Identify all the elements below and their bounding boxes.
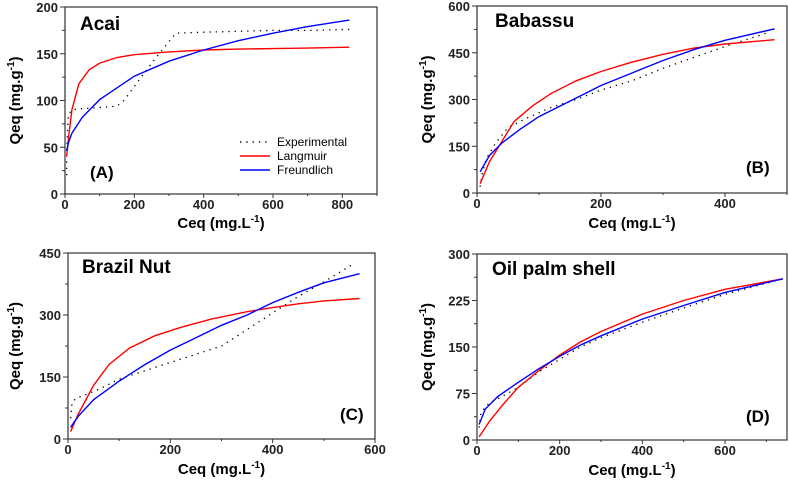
x-axis-label-sup: -1 [251, 460, 260, 471]
x-tick-label: 0 [61, 197, 68, 212]
y-tick-label: 100 [36, 94, 58, 109]
panel-title: Acai [80, 14, 120, 35]
x-axis-label: Ceq (mg.L-1) [588, 461, 675, 479]
x-tick-label: 400 [262, 442, 284, 457]
x-tick-label: 400 [714, 196, 736, 211]
x-tick-label: 400 [193, 197, 215, 212]
x-axis-label-end: ) [260, 215, 265, 232]
y-tick-label: 150 [448, 139, 470, 154]
legend-label-langmuir: Langmuir [277, 149, 327, 163]
x-axis-label-text: Ceq (mg.L [177, 215, 250, 232]
x-axis-label-text: Ceq (mg.L [178, 461, 251, 478]
y-tick-label: 225 [448, 294, 470, 309]
y-axis-label: Qeq (mg.g-1) [6, 56, 24, 144]
y-tick-label: 200 [36, 0, 58, 15]
panel-title: Babassu [495, 11, 574, 32]
panel-label: (D) [746, 407, 770, 426]
series-freundlich [66, 19, 350, 152]
series-langmuir [479, 39, 775, 184]
y-axis-label-text: Qeq (mg.g [7, 316, 24, 390]
y-axis-label-end: ) [419, 55, 436, 60]
y-tick-label: 50 [44, 140, 58, 155]
series-experimental [479, 31, 769, 187]
y-tick-label: 150 [39, 370, 61, 385]
series-experimental [478, 278, 784, 428]
x-axis-label-text: Ceq (mg.L [588, 215, 661, 232]
x-axis-label-end: ) [671, 215, 676, 232]
series-freundlich [478, 278, 784, 425]
y-tick-label: 0 [463, 433, 470, 448]
y-tick-label: 150 [448, 340, 470, 355]
x-tick-label: 600 [364, 442, 386, 457]
x-axis-label-sup: -1 [662, 461, 671, 472]
x-axis-label-sup: -1 [251, 214, 260, 225]
y-tick-label: 0 [463, 186, 470, 201]
y-axis-label-end: ) [419, 303, 436, 308]
y-tick-label: 300 [448, 93, 470, 108]
series-experimental [66, 28, 350, 176]
y-axis-label-text: Qeq (mg.g [419, 69, 436, 143]
y-tick-label: 450 [39, 246, 61, 261]
y-tick-label: 450 [448, 46, 470, 61]
y-tick-label: 600 [448, 0, 470, 14]
plot-frame [476, 253, 788, 441]
y-tick-label: 0 [54, 432, 61, 447]
y-axis-label: Qeq (mg.g-1) [6, 302, 24, 390]
y-axis-label: Qeq (mg.g-1) [418, 55, 436, 143]
series-freundlich [70, 273, 360, 428]
y-axis-label-end: ) [7, 302, 24, 307]
legend-label-experimental: Experimental [277, 135, 347, 149]
x-axis-label-end: ) [671, 462, 676, 479]
y-tick-label: 150 [36, 47, 58, 62]
y-tick-label: 0 [51, 187, 58, 202]
y-axis-label-sup: -1 [418, 308, 429, 317]
panel-title: Oil palm shell [492, 259, 616, 280]
x-tick-label: 200 [159, 442, 181, 457]
x-tick-label: 0 [473, 196, 480, 211]
series-langmuir [66, 46, 350, 157]
x-tick-label: 0 [473, 443, 480, 458]
y-axis-label-sup: -1 [6, 307, 17, 316]
x-tick-label: 600 [262, 197, 284, 212]
x-tick-label: 200 [123, 197, 145, 212]
x-tick-label: 200 [549, 443, 571, 458]
x-tick-label: 400 [631, 443, 653, 458]
y-tick-label: 75 [456, 387, 470, 402]
y-axis-label-end: ) [7, 56, 24, 61]
legend-label-freundlich: Freundlich [277, 163, 333, 177]
x-tick-label: 0 [64, 442, 71, 457]
y-axis-label-sup: -1 [6, 61, 17, 70]
x-axis-label-text: Ceq (mg.L [588, 462, 661, 479]
panel-title: Brazil Nut [82, 257, 171, 278]
plot-frame [476, 5, 788, 194]
y-axis-label-text: Qeq (mg.g [7, 70, 24, 144]
x-tick-label: 600 [714, 443, 736, 458]
x-tick-label: 200 [590, 196, 612, 211]
panel-label: (A) [90, 163, 114, 182]
x-axis-label-sup: -1 [662, 214, 671, 225]
y-axis-label: Qeq (mg.g-1) [418, 303, 436, 391]
y-tick-label: 300 [39, 308, 61, 323]
panel-label: (C) [340, 405, 364, 424]
series-langmuir [478, 278, 784, 438]
y-tick-label: 300 [448, 247, 470, 262]
x-axis-label: Ceq (mg.L-1) [178, 460, 265, 478]
panel-label: (B) [746, 158, 770, 177]
x-tick-label: 800 [331, 197, 353, 212]
x-axis-label: Ceq (mg.L-1) [588, 214, 675, 232]
series-langmuir [69, 297, 360, 432]
x-axis-label: Ceq (mg.L-1) [177, 214, 264, 232]
series-freundlich [479, 28, 775, 173]
y-axis-label-text: Qeq (mg.g [419, 317, 436, 391]
y-axis-label-sup: -1 [418, 60, 429, 69]
x-axis-label-end: ) [260, 461, 265, 478]
